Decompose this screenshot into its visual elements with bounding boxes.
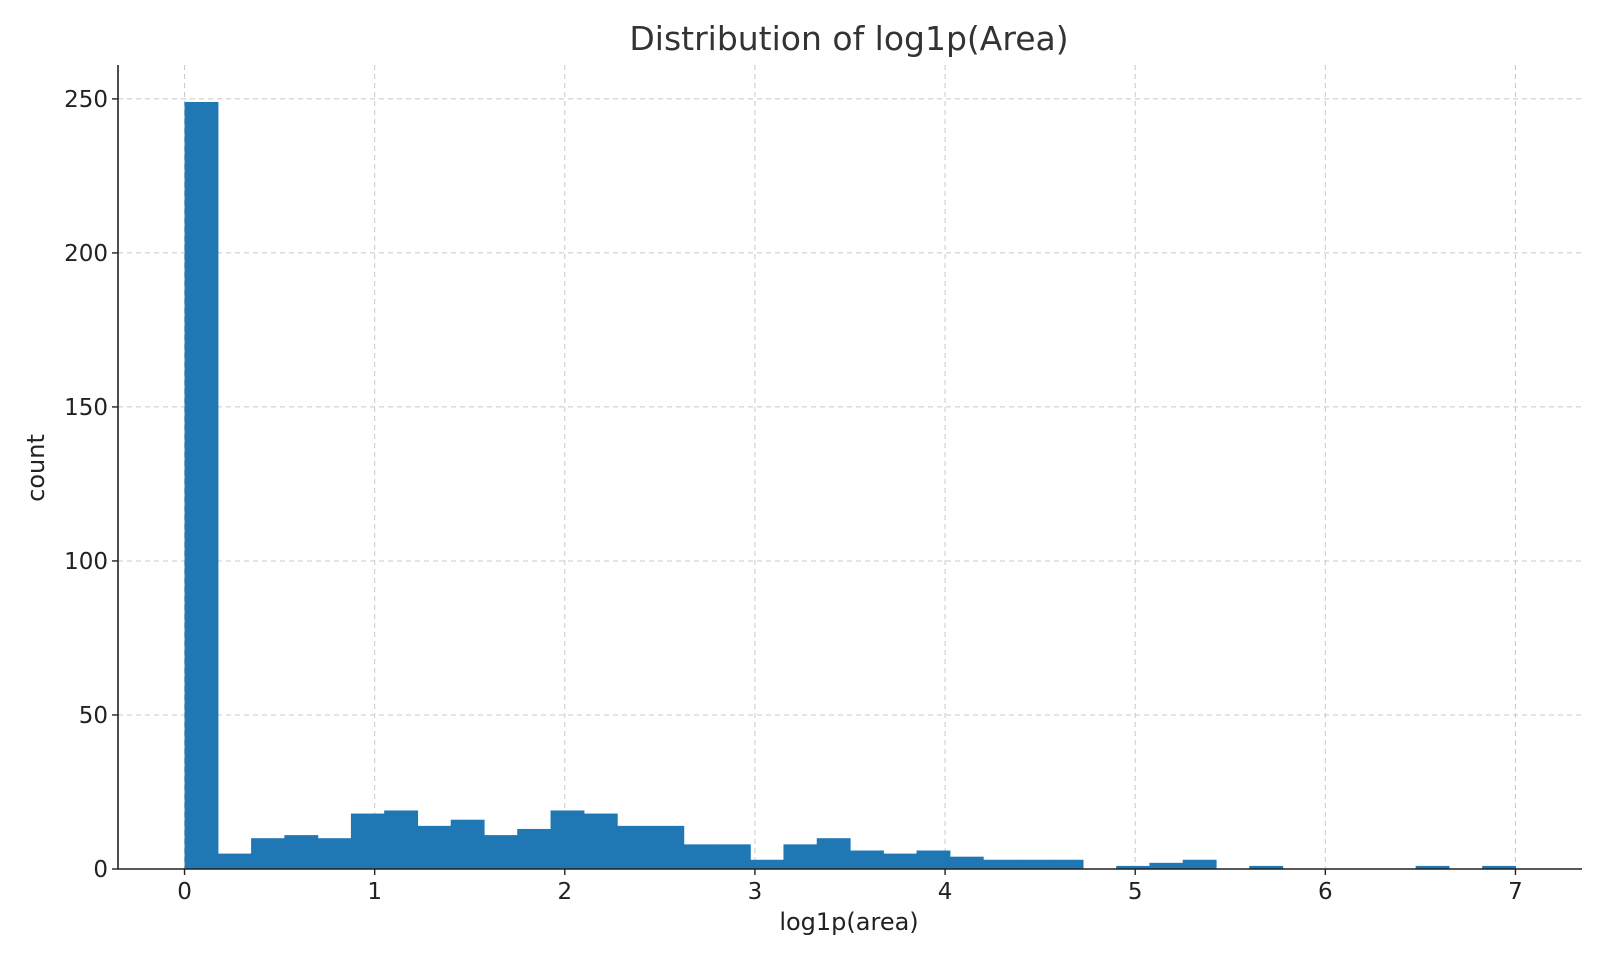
histogram-bar — [550, 810, 585, 869]
y-tick-label: 0 — [93, 857, 108, 883]
histogram-bar — [883, 853, 918, 869]
histogram-bar — [783, 844, 818, 869]
histogram-bar — [1016, 859, 1051, 869]
y-tick-label: 50 — [79, 703, 108, 729]
x-tick-label: 1 — [367, 879, 382, 905]
histogram-bar — [1249, 865, 1284, 869]
bars — [184, 101, 1517, 869]
ticks: 0 1 2 3 4 5 6 7 0 50 100 150 200 250 — [64, 87, 1523, 905]
x-tick-label: 5 — [1128, 879, 1143, 905]
histogram-bar — [949, 856, 984, 869]
histogram-bar — [350, 813, 385, 869]
histogram-bar — [1149, 862, 1184, 869]
histogram-bar — [184, 101, 219, 869]
histogram-bar — [816, 838, 851, 869]
histogram-bar — [1182, 859, 1217, 869]
x-tick-label: 7 — [1508, 879, 1523, 905]
x-axis-label: log1p(area) — [779, 908, 918, 936]
histogram-bar — [450, 819, 485, 869]
histogram-bar — [583, 813, 618, 869]
axes — [117, 65, 1582, 870]
chart-title: Distribution of log1p(Area) — [629, 19, 1068, 58]
histogram-bar — [384, 810, 419, 869]
histogram-bar — [750, 859, 785, 869]
x-tick-label: 2 — [557, 879, 572, 905]
histogram-bar — [916, 850, 951, 869]
x-tick-label: 0 — [177, 879, 192, 905]
histogram-bar — [983, 859, 1017, 869]
y-tick-label: 200 — [64, 241, 108, 267]
y-tick-label: 100 — [64, 549, 108, 575]
histogram-bar — [251, 838, 285, 869]
x-tick-label: 3 — [748, 879, 763, 905]
histogram-bar — [517, 828, 552, 869]
histogram-bar — [417, 825, 452, 869]
histogram-bar — [1116, 865, 1151, 869]
y-tick-label: 250 — [64, 87, 108, 113]
y-tick-label: 150 — [64, 395, 108, 421]
grid — [118, 65, 1582, 870]
histogram-bar — [850, 850, 884, 869]
histogram-bar — [217, 853, 252, 869]
x-tick-label: 6 — [1318, 879, 1333, 905]
y-axis-label: count — [22, 434, 50, 502]
histogram-bar — [650, 825, 685, 869]
histogram-bar — [317, 838, 352, 869]
histogram-bar — [1482, 865, 1517, 869]
histogram-bar — [617, 825, 651, 869]
histogram-bar — [484, 835, 518, 869]
histogram-bar — [1415, 865, 1450, 869]
histogram-bar — [683, 844, 718, 869]
histogram-bar — [716, 844, 751, 869]
x-tick-label: 4 — [938, 879, 953, 905]
histogram-bar — [1049, 859, 1084, 869]
histogram-bar — [284, 835, 319, 869]
